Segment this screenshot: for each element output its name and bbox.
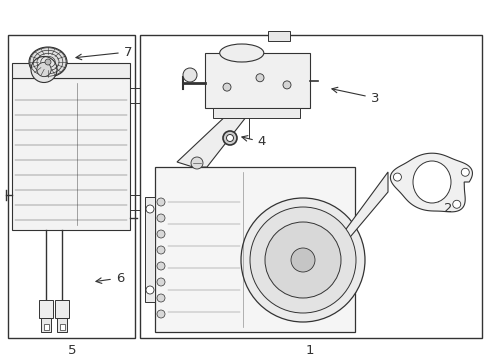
Circle shape [223,83,231,91]
Bar [12,63,130,78]
Text: 7: 7 [76,45,132,60]
Circle shape [157,294,165,302]
Bar [39,300,53,318]
Circle shape [256,74,264,82]
Circle shape [157,262,165,270]
Text: 1: 1 [306,343,314,356]
Polygon shape [177,112,250,167]
Circle shape [250,207,356,313]
Circle shape [146,205,154,213]
Bar [205,53,310,108]
Circle shape [146,286,154,294]
Circle shape [157,246,165,254]
Circle shape [223,131,237,145]
Circle shape [183,68,197,82]
Bar [140,35,482,338]
Bar [213,108,300,118]
Circle shape [453,200,461,208]
Bar [59,324,65,330]
Circle shape [265,222,341,298]
Text: 4: 4 [242,135,266,148]
Circle shape [191,157,203,169]
Bar [268,31,290,41]
Circle shape [157,310,165,318]
Circle shape [393,173,401,181]
Polygon shape [315,172,388,255]
Text: 3: 3 [332,87,379,104]
Circle shape [157,230,165,238]
Circle shape [461,168,469,176]
Circle shape [291,248,315,272]
Text: 2: 2 [421,190,452,215]
Bar [57,318,67,332]
Ellipse shape [413,161,451,203]
Circle shape [37,62,51,77]
Circle shape [283,81,291,89]
Circle shape [157,278,165,286]
Circle shape [31,57,57,82]
Circle shape [157,214,165,222]
Circle shape [241,198,365,322]
Ellipse shape [29,47,67,77]
Text: 5: 5 [68,343,76,356]
Bar [12,78,130,230]
Bar [8,35,135,338]
Circle shape [45,59,51,65]
Text: 6: 6 [96,271,124,284]
Circle shape [226,135,234,141]
Bar [44,324,49,330]
Polygon shape [391,153,472,212]
Bar [41,318,51,332]
Bar [155,167,355,332]
Ellipse shape [220,44,264,62]
Bar [145,197,155,302]
Bar [55,300,69,318]
Circle shape [157,198,165,206]
